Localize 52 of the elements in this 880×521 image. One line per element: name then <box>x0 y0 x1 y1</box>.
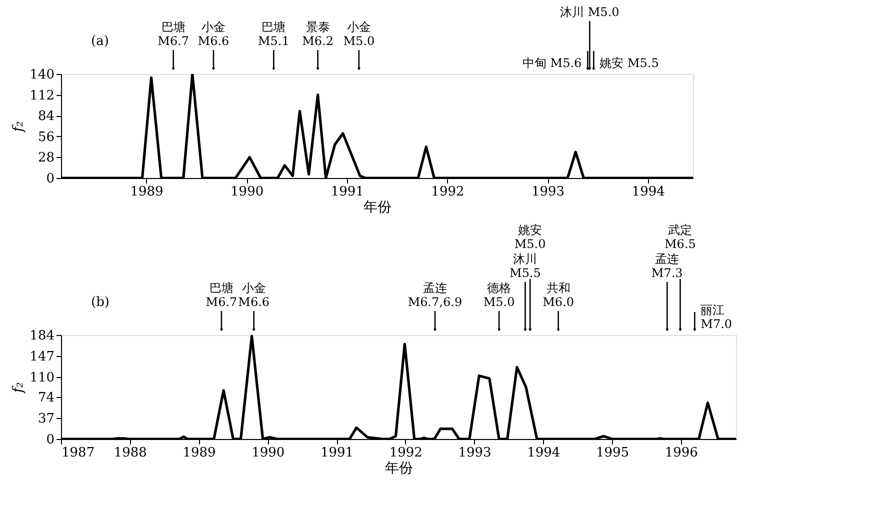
text: (b) <box>91 295 110 310</box>
y-tick-label: 147 <box>30 349 54 364</box>
x-tick-label: 1987 <box>62 446 95 460</box>
ref-line-label: 孟连 M7.3 <box>651 252 683 280</box>
y-tick-label: 0 <box>46 172 54 186</box>
y-tick-label: 110 <box>30 370 54 386</box>
x-tick-label: 1988 <box>114 446 147 460</box>
ref-line-label: 小金 M6.6 <box>198 20 230 48</box>
y-tick-label: 84 <box>38 109 54 124</box>
ref-line-label: 巴塘 M5.1 <box>258 20 290 48</box>
y-axis-title: f₂ <box>10 382 27 394</box>
ref-line-label: 巴塘 M6.7 <box>206 281 238 309</box>
x-tick-label: 1993 <box>531 184 565 200</box>
y-tick-label: 74 <box>38 390 54 406</box>
x-tick-label: 1994 <box>527 446 560 460</box>
ref-line-label: 景泰 M6.2 <box>302 20 334 48</box>
text: (a) <box>91 34 109 49</box>
x-tick-label: 1996 <box>664 446 698 460</box>
x-tick-label: 1994 <box>632 184 665 200</box>
x-tick-label: 1989 <box>130 184 164 200</box>
ref-line-label: 姚安 M5.5 <box>600 56 659 70</box>
ref-line-label: 武定 M6.5 <box>664 223 696 251</box>
ref-line-label: 沐川 M5.0 <box>560 5 620 19</box>
y-tick-label: 184 <box>30 328 54 344</box>
ref-line-label: 小金 M6.6 <box>238 281 270 309</box>
y-tick-label: 0 <box>46 432 54 448</box>
y-tick-label: 112 <box>30 88 54 104</box>
x-tick-label: 1993 <box>458 446 492 460</box>
y-axis-title: f₂ <box>10 120 27 133</box>
ref-line-label: 小金 M5.0 <box>343 20 375 48</box>
y-tick-label: 140 <box>30 68 54 82</box>
ref-line-label: 中甸 M5.6 <box>522 56 582 70</box>
ref-line-label: 德格 M5.0 <box>483 281 515 309</box>
ref-line-label: 沐川 M5.5 <box>510 252 541 280</box>
x-tick-label: 1990 <box>230 184 264 200</box>
y-tick-label: 37 <box>38 412 54 427</box>
x-axis-title: 年份 <box>385 460 413 476</box>
x-tick-label: 1992 <box>431 184 464 200</box>
x-tick-label: 1990 <box>252 446 285 460</box>
x-tick-label: 1989 <box>182 446 216 460</box>
x-tick-label: 1992 <box>389 446 422 460</box>
x-tick-label: 1991 <box>330 184 364 200</box>
x-tick-label: 1995 <box>596 446 630 460</box>
y-tick-label: 56 <box>38 130 54 145</box>
y-tick-label: 28 <box>38 150 54 166</box>
ref-line-label: 姚安 M5.0 <box>514 223 546 251</box>
x-axis-title: 年份 <box>364 200 392 216</box>
ref-line-label: 孟连 M6.7,6.9 <box>408 281 462 309</box>
ref-line-label: 巴塘 M6.7 <box>158 20 190 48</box>
ref-line-label: 共和 M6.0 <box>542 281 574 309</box>
ref-line-label: 丽江 M7.0 <box>700 303 732 331</box>
x-tick-label: 1991 <box>320 446 354 460</box>
